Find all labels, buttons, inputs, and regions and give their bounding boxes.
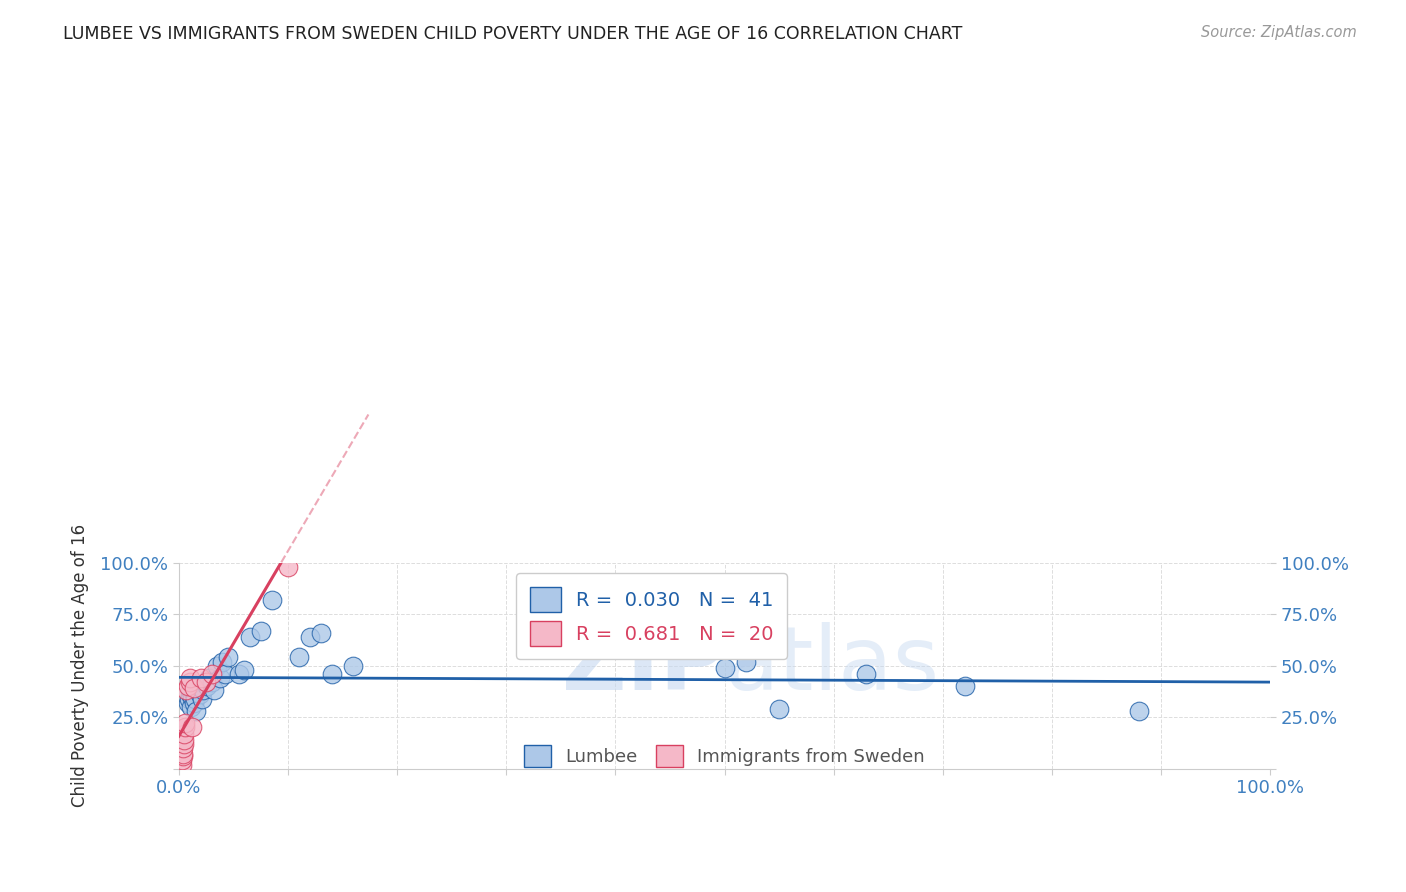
- Point: [228, 666, 250, 681]
- Point: [211, 655, 233, 669]
- Point: [855, 666, 877, 681]
- Point: [174, 721, 197, 735]
- Point: [198, 671, 221, 685]
- Point: [200, 666, 222, 681]
- Legend: Lumbee, Immigrants from Sweden: Lumbee, Immigrants from Sweden: [515, 736, 934, 776]
- Text: atlas: atlas: [724, 622, 939, 709]
- Point: [180, 690, 202, 704]
- Point: [735, 655, 758, 669]
- Point: [170, 757, 193, 772]
- Point: [200, 675, 222, 690]
- Point: [179, 683, 201, 698]
- Point: [180, 721, 202, 735]
- Point: [174, 716, 197, 731]
- Point: [177, 691, 200, 706]
- Point: [179, 688, 201, 702]
- Point: [768, 702, 790, 716]
- Point: [1128, 704, 1150, 718]
- Text: ZIP: ZIP: [562, 622, 724, 709]
- Point: [342, 658, 364, 673]
- Point: [172, 741, 194, 756]
- Point: [187, 683, 209, 698]
- Point: [195, 675, 218, 690]
- Point: [180, 699, 202, 714]
- Point: [239, 630, 262, 644]
- Point: [190, 671, 212, 685]
- Point: [321, 666, 343, 681]
- Point: [179, 675, 201, 690]
- Point: [249, 624, 271, 638]
- Point: [188, 688, 211, 702]
- Point: [172, 749, 194, 764]
- Point: [181, 685, 204, 699]
- Point: [170, 753, 193, 767]
- Point: [173, 732, 195, 747]
- Point: [176, 696, 198, 710]
- Point: [173, 737, 195, 751]
- Point: [309, 625, 332, 640]
- Point: [184, 691, 207, 706]
- Point: [191, 683, 214, 698]
- Point: [953, 679, 976, 693]
- Point: [217, 650, 239, 665]
- Point: [202, 683, 225, 698]
- Point: [195, 675, 218, 690]
- Text: Source: ZipAtlas.com: Source: ZipAtlas.com: [1201, 25, 1357, 40]
- Point: [205, 658, 228, 673]
- Point: [260, 592, 283, 607]
- Point: [179, 671, 201, 685]
- Point: [298, 630, 321, 644]
- Point: [183, 696, 205, 710]
- Point: [288, 650, 311, 665]
- Point: [176, 683, 198, 698]
- Point: [233, 663, 256, 677]
- Point: [173, 726, 195, 740]
- Point: [186, 704, 208, 718]
- Point: [195, 679, 218, 693]
- Point: [190, 691, 212, 706]
- Point: [209, 671, 232, 685]
- Point: [713, 661, 735, 675]
- Point: [183, 681, 205, 696]
- Text: LUMBEE VS IMMIGRANTS FROM SWEDEN CHILD POVERTY UNDER THE AGE OF 16 CORRELATION C: LUMBEE VS IMMIGRANTS FROM SWEDEN CHILD P…: [63, 25, 963, 43]
- Y-axis label: Child Poverty Under the Age of 16: Child Poverty Under the Age of 16: [72, 524, 89, 807]
- Point: [176, 679, 198, 693]
- Point: [277, 559, 299, 574]
- Point: [190, 679, 212, 693]
- Point: [172, 747, 194, 762]
- Point: [214, 666, 236, 681]
